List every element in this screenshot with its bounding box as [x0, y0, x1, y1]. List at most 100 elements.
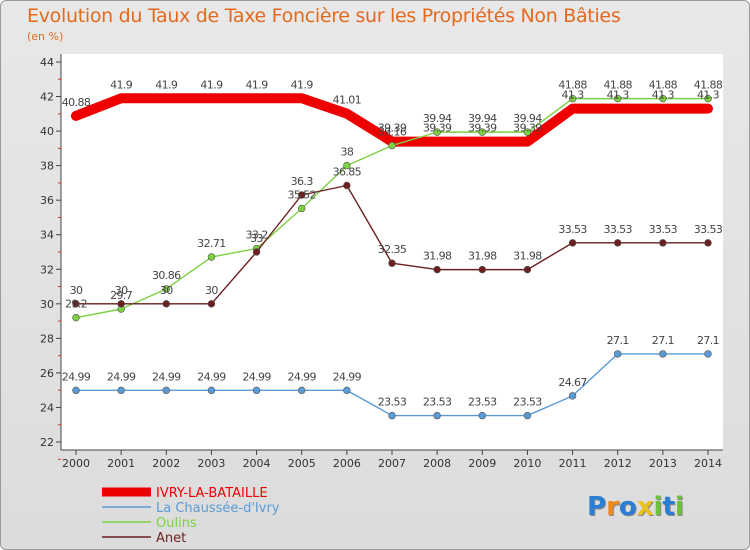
data-point: [477, 137, 487, 147]
data-point: [161, 93, 171, 103]
data-label: 23.53: [378, 396, 407, 409]
data-point: [568, 104, 578, 114]
data-label: 38: [340, 146, 353, 159]
x-tick-label: 2002: [152, 457, 180, 470]
data-point: [343, 181, 351, 190]
data-point: [522, 137, 532, 147]
y-tick-label: 34: [40, 229, 54, 242]
data-point: [298, 191, 306, 199]
data-point: [71, 111, 81, 121]
data-label: 31.98: [468, 250, 497, 263]
data-label: 33.53: [649, 223, 678, 236]
x-tick-label: 2008: [423, 457, 451, 470]
data-point: [614, 239, 622, 247]
data-point: [703, 104, 713, 114]
data-point: [343, 161, 351, 170]
data-label: 35.52: [287, 188, 316, 201]
data-point: [659, 239, 667, 247]
data-label: 41.88: [694, 79, 723, 92]
data-point: [343, 386, 351, 395]
logo-letter: x: [636, 492, 654, 522]
data-point: [252, 386, 261, 395]
x-tick-label: 2009: [468, 457, 496, 470]
plot-area: [61, 54, 723, 450]
data-point: [478, 128, 486, 136]
data-label: 33.53: [694, 223, 723, 236]
data-label: 41.9: [200, 78, 223, 91]
data-point: [252, 248, 261, 256]
data-label: 33.2: [246, 229, 268, 242]
series-labels-1: 24.99 24.99 24.99 24.99 24.99 24.99 24.99 23.53…: [62, 334, 720, 409]
logo-letter: i: [674, 492, 684, 522]
y-tick-label: 24: [40, 401, 54, 414]
data-label: 27.1: [607, 334, 629, 347]
x-tick-label: 2012: [604, 457, 632, 470]
data-label: 24.99: [107, 370, 136, 383]
series-1: [72, 350, 712, 420]
data-point: [162, 300, 170, 308]
x-tick-label: 2005: [288, 457, 316, 470]
data-point: [117, 300, 125, 308]
data-label: 24.99: [152, 370, 181, 383]
series-labels-0: 40.88 41.9 41.9 41.9 41.9 41.9 41.01 39.39 39.39…: [62, 78, 720, 134]
data-point: [162, 285, 170, 293]
data-label: 40.88: [62, 96, 91, 109]
x-tick-label: 2014: [694, 457, 722, 470]
data-point: [116, 93, 126, 103]
x-tick-label: 2011: [559, 457, 587, 470]
legend-entry-3: Anet: [102, 531, 186, 546]
data-point: [659, 94, 667, 103]
data-point: [614, 94, 622, 103]
data-point: [72, 300, 80, 308]
data-point: [342, 109, 352, 119]
data-point: [298, 204, 306, 213]
x-tick-label: 2007: [378, 457, 406, 470]
data-label: 39.16: [378, 126, 407, 139]
data-label: 24.99: [62, 370, 91, 383]
legend-label: La Chaussée-d'Ivry: [156, 501, 280, 516]
data-point: [704, 239, 712, 247]
data-point: [432, 137, 442, 147]
logo-letter: r: [606, 492, 619, 522]
data-point: [388, 411, 396, 420]
data-label: 24.67: [558, 376, 587, 389]
data-point: [162, 386, 170, 395]
data-label: 36.85: [333, 166, 362, 179]
data-label: 31.98: [513, 250, 542, 263]
data-point: [117, 386, 125, 395]
data-label: 23.53: [513, 396, 542, 409]
y-tick-label: 38: [40, 160, 54, 173]
data-label: 30.86: [152, 269, 181, 282]
logo-letter: P: [587, 492, 607, 522]
data-label: 36.3: [291, 175, 314, 188]
data-point: [658, 104, 668, 114]
data-point: [207, 253, 216, 261]
logo-letter: i: [653, 492, 663, 522]
data-point: [207, 300, 216, 308]
data-point: [478, 411, 486, 420]
data-point: [388, 259, 396, 267]
data-label: 30: [115, 284, 128, 297]
x-tick-label: 2001: [107, 457, 135, 470]
data-label: 39.39: [468, 122, 497, 135]
legend-label: IVRY-LA-BATAILLE: [156, 486, 268, 501]
data-label: 29.7: [110, 289, 133, 302]
data-label: 29.2: [65, 298, 87, 311]
x-tick-label: 2006: [333, 457, 361, 470]
data-label: 24.99: [287, 370, 316, 383]
data-point: [568, 392, 577, 400]
data-point: [297, 93, 307, 103]
data-point: [614, 350, 622, 358]
data-label: 24.99: [197, 370, 226, 383]
data-point: [568, 239, 577, 247]
data-point: [478, 265, 486, 274]
data-point: [613, 104, 623, 114]
data-label: 33: [250, 232, 263, 245]
legend-label: Anet: [156, 531, 186, 546]
data-point: [523, 411, 532, 420]
x-tick-label: 2010: [513, 457, 541, 470]
data-label: 41.3: [652, 89, 675, 102]
